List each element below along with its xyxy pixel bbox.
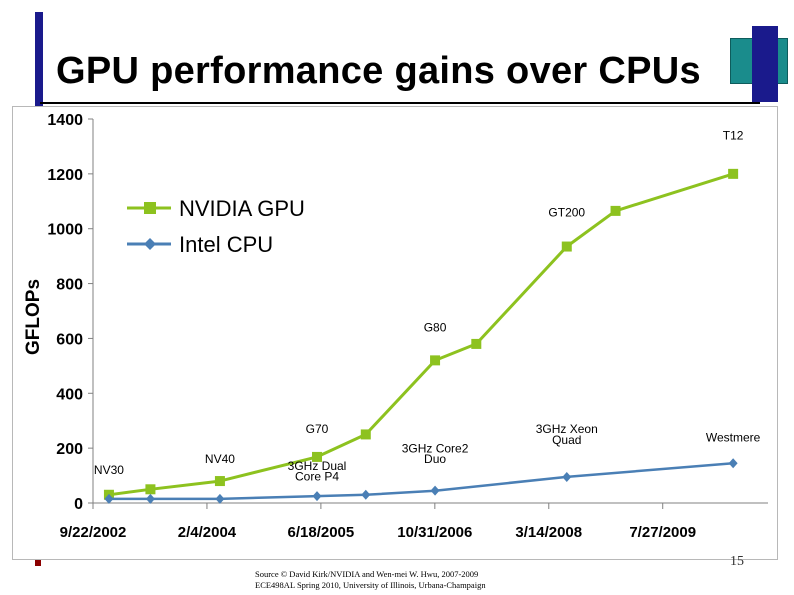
chart-annotation: 3GHz Core2 — [402, 441, 469, 455]
cpu-data-point — [361, 489, 371, 500]
legend-label-nvidia-gpu: NVIDIA GPU — [179, 196, 305, 221]
y-tick-label: 0 — [74, 496, 83, 513]
gpu-data-point — [214, 476, 225, 487]
gpu-data-point — [430, 355, 441, 366]
left-accent-bar — [35, 12, 43, 112]
legend-marker-nvidia-gpu — [144, 202, 156, 214]
chart-annotation: Core P4 — [295, 470, 339, 484]
decor-navy-bar — [752, 26, 778, 102]
slide-number: 15 — [730, 554, 744, 569]
cpu-data-point — [145, 493, 155, 504]
x-tick-label: 10/31/2006 — [397, 524, 472, 541]
y-tick-label: 1000 — [47, 222, 83, 239]
chart-annotation: T12 — [723, 129, 744, 143]
legend-label-intel-cpu: Intel CPU — [179, 232, 273, 257]
slide-title: GPU performance gains over CPUs — [56, 50, 701, 92]
gpu-data-point — [610, 205, 621, 216]
chart-annotation: G70 — [306, 422, 329, 436]
source-line-2: ECE498AL Spring 2010, University of Illi… — [255, 580, 486, 590]
y-tick-label: 400 — [56, 386, 83, 403]
x-tick-label: 3/14/2008 — [515, 524, 582, 541]
cpu-data-point — [215, 493, 225, 504]
gpu-data-point — [471, 338, 482, 349]
cpu-data-point — [562, 471, 572, 482]
chart-annotation: NV30 — [94, 463, 124, 477]
gflops-line-chart: 0 200 400 600 800 1000 1200 1400 9/22/2002 2/4/20… — [23, 112, 768, 541]
title-underline — [40, 102, 760, 104]
cpu-data-point — [430, 485, 440, 496]
cpu-data-point — [728, 458, 738, 469]
series-line-nvidia-gpu — [108, 172, 734, 497]
chart-annotation: G80 — [424, 321, 447, 335]
cpu-data-point — [104, 493, 114, 504]
chart-annotation: NV40 — [205, 452, 235, 466]
x-tick-label: 6/18/2005 — [288, 524, 355, 541]
gpu-data-point — [360, 429, 371, 440]
y-tick-label: 200 — [56, 441, 83, 458]
chart-annotation: 3GHz Dual — [288, 459, 347, 473]
source-credit: Source © David Kirk/NVIDIA and Wen-mei W… — [255, 569, 486, 591]
gpu-data-point — [145, 484, 156, 495]
x-tick-label: 2/4/2004 — [178, 524, 237, 541]
x-tick-label: 7/27/2009 — [629, 524, 696, 541]
chart-frame: 0 200 400 600 800 1000 1200 1400 9/22/2002 2/4/20… — [12, 106, 778, 560]
cpu-data-point — [312, 491, 322, 502]
series-line-intel-cpu — [109, 461, 734, 501]
y-tick-label: 1400 — [47, 112, 83, 129]
chart-annotation: GT200 — [548, 205, 585, 219]
y-tick-label: 1200 — [47, 167, 83, 184]
legend-marker-intel-cpu — [144, 238, 156, 250]
y-axis-label: GFLOPs — [23, 279, 44, 355]
y-tick-label: 800 — [56, 277, 83, 294]
source-line-1: Source © David Kirk/NVIDIA and Wen-mei W… — [255, 569, 479, 579]
gpu-data-point — [561, 241, 572, 252]
chart-annotation: Duo — [424, 452, 446, 466]
x-tick-label: 9/22/2002 — [60, 524, 127, 541]
y-tick-label: 600 — [56, 331, 83, 348]
gpu-data-point — [728, 168, 739, 179]
chart-annotation: Quad — [552, 433, 581, 447]
chart-annotation: Westmere — [706, 430, 761, 444]
gpu-data-point — [312, 451, 323, 462]
chart-annotation: 3GHz Xeon — [536, 422, 598, 436]
